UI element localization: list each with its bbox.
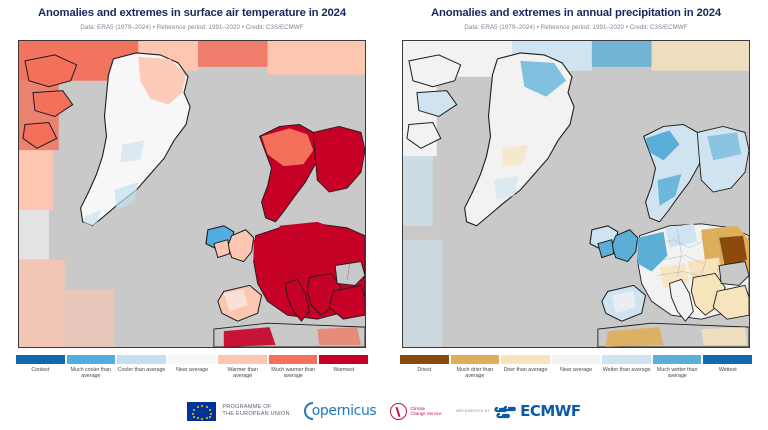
legend-label: Wetter than average xyxy=(602,366,651,373)
c3s-line-2: Change Service xyxy=(410,411,442,416)
legend-label: Warmest xyxy=(333,366,355,373)
legend-swatch xyxy=(602,355,651,364)
copernicus-logo: opernicus xyxy=(303,402,377,420)
eu-flag-icon xyxy=(187,401,217,421)
ecmwf-wordmark: ECMWF xyxy=(520,402,581,420)
footer-logos: PROGRAMME OF THE EUROPEAN UNION opernicu… xyxy=(0,392,768,430)
map-panels: Anomalies and extremes in surface air te… xyxy=(0,0,768,388)
eu-line-1: PROGRAMME OF xyxy=(222,404,272,410)
eu-logo: PROGRAMME OF THE EUROPEAN UNION xyxy=(187,401,290,421)
panel-title-precipitation: Anomalies and extremes in annual precipi… xyxy=(430,7,722,19)
legend-item: Much drier than average xyxy=(450,355,500,379)
anatolia xyxy=(328,284,365,320)
map-temperature[interactable] xyxy=(18,40,366,348)
italy xyxy=(284,278,310,322)
implemented-by-label: IMPLEMENTED BY xyxy=(455,409,491,413)
map-precipitation-svg xyxy=(403,41,749,347)
legend-label: Coolest xyxy=(31,366,50,373)
legend-item: Warmer than average xyxy=(218,355,267,379)
panel-subtitle-temperature: Data: ERA5 (1979–2024) • Reference perio… xyxy=(80,24,304,31)
legend-swatch xyxy=(218,355,267,364)
legend-item: Drier than average xyxy=(501,355,550,379)
fennoscandia-east xyxy=(312,125,365,193)
legend-swatch xyxy=(501,355,550,364)
legend-label: Near average xyxy=(559,366,593,373)
legend-items-temperature: Coolest Much cooler than average Cooler … xyxy=(0,355,384,379)
driest-core xyxy=(719,235,748,268)
legend-item: Wettest xyxy=(703,355,753,379)
legend-swatch xyxy=(551,355,601,364)
eu-line-2: THE EUROPEAN UNION xyxy=(222,411,290,417)
arctic-islands xyxy=(24,54,78,88)
legend-item: Coolest xyxy=(16,355,65,379)
legend-label: Much wetter than average xyxy=(656,366,698,379)
legend-label: Driest xyxy=(417,366,432,373)
legend-item: Driest xyxy=(400,355,449,379)
c3s-logo-text: Climate Change Service xyxy=(410,406,441,416)
legend-label: Much cooler than average xyxy=(70,366,112,379)
copernicus-arc-icon xyxy=(303,402,313,420)
ecmwf-swirl-icon xyxy=(494,403,516,419)
legend-precipitation: Driest Much drier than average Drier tha… xyxy=(384,355,768,387)
legend-swatch xyxy=(117,355,166,364)
legend-item: Much cooler than average xyxy=(66,355,116,379)
black-sea xyxy=(718,261,749,286)
legend-swatch xyxy=(652,355,702,364)
legend-item: Near average xyxy=(551,355,601,379)
legend-label: Drier than average xyxy=(503,366,548,373)
legend-item: Cooler than average xyxy=(117,355,166,379)
legend-label: Much drier than average xyxy=(456,366,494,379)
western-europe-wet xyxy=(637,231,668,272)
legend-item: Wetter than average xyxy=(602,355,651,379)
legend-item: Much wetter than average xyxy=(652,355,702,379)
map-temperature-svg xyxy=(19,41,365,347)
legend-item: Much warmer than average xyxy=(268,355,318,379)
c3s-mark-icon xyxy=(390,402,408,420)
c3s-line-1: Climate xyxy=(410,406,426,411)
legend-swatch xyxy=(319,355,369,364)
legend-label: Wettest xyxy=(718,366,737,373)
legend-label: Warmer than average xyxy=(227,366,258,379)
copernicus-wordmark: opernicus xyxy=(311,403,377,419)
arctic-islands xyxy=(408,54,462,88)
legend-items-precipitation: Driest Much drier than average Drier tha… xyxy=(384,355,768,379)
eu-logo-text: PROGRAMME OF THE EUROPEAN UNION xyxy=(222,404,289,418)
map-precipitation[interactable] xyxy=(402,40,750,348)
legend-swatch xyxy=(400,355,449,364)
legend-swatch xyxy=(16,355,65,364)
panel-temperature: Anomalies and extremes in surface air te… xyxy=(0,0,384,388)
black-sea xyxy=(334,261,365,286)
legend-swatch xyxy=(450,355,500,364)
legend-label: Cooler than average xyxy=(117,366,166,373)
legend-label: Much warmer than average xyxy=(271,366,316,379)
anatolia xyxy=(712,284,749,320)
legend-swatch xyxy=(268,355,318,364)
baltic-wet xyxy=(665,223,698,248)
country-borders xyxy=(269,229,352,280)
c3s-logo: Climate Change Service xyxy=(390,402,442,420)
country-borders xyxy=(653,229,722,278)
italy xyxy=(668,278,694,322)
legend-item: Warmest xyxy=(319,355,369,379)
panel-precipitation: Anomalies and extremes in annual precipi… xyxy=(384,0,768,388)
legend-swatch xyxy=(167,355,217,364)
panel-title-temperature: Anomalies and extremes in surface air te… xyxy=(38,7,346,19)
panel-subtitle-precipitation: Data: ERA5 (1979–2024) • Reference perio… xyxy=(464,24,688,31)
legend-swatch xyxy=(66,355,116,364)
legend-swatch xyxy=(703,355,753,364)
legend-label: Near average xyxy=(175,366,209,373)
legend-temperature: Coolest Much cooler than average Cooler … xyxy=(0,355,384,387)
ecmwf-logo: IMPLEMENTED BY ECMWF xyxy=(455,402,582,420)
legend-item: Near average xyxy=(167,355,217,379)
